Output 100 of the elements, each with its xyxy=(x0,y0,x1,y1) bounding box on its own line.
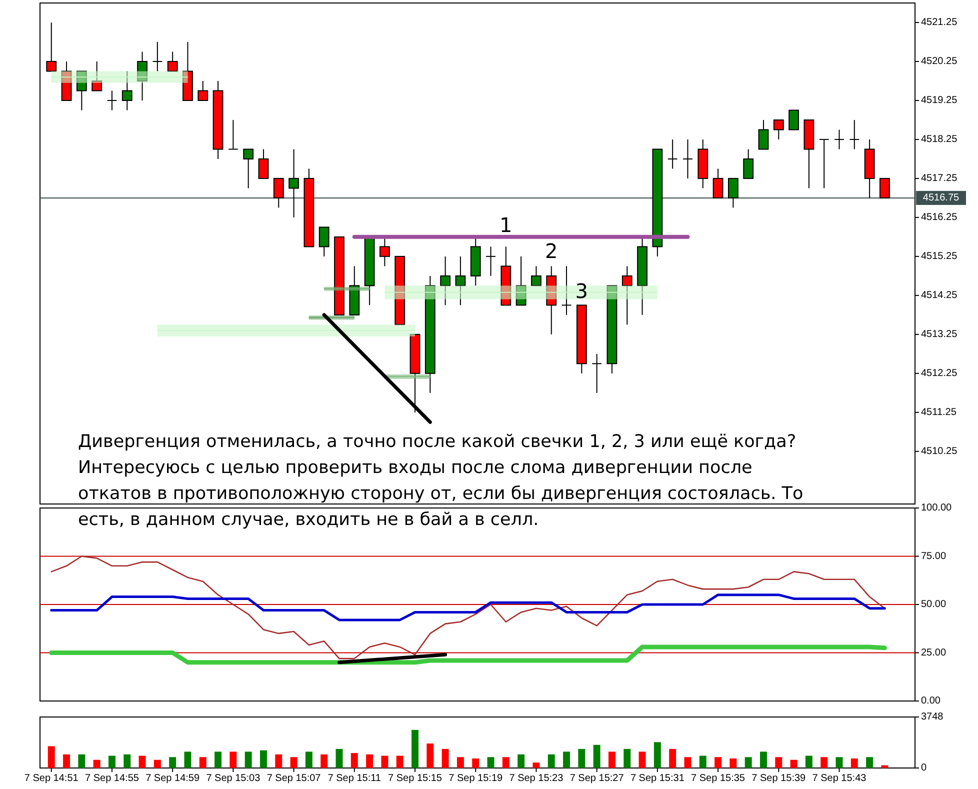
bar xyxy=(472,758,480,768)
line-series xyxy=(50,594,886,622)
candlestick xyxy=(228,119,238,150)
candlestick xyxy=(834,129,844,150)
y-tick-label: 0.00 xyxy=(921,696,941,706)
candlestick xyxy=(486,246,496,276)
candlestick xyxy=(728,178,738,208)
annotation: 3 xyxy=(575,279,588,303)
candlestick xyxy=(258,148,269,179)
bar xyxy=(775,757,782,768)
bar xyxy=(624,748,631,768)
y-tick-label: 4512.25 xyxy=(921,368,958,379)
bar xyxy=(426,744,434,768)
x-tick-label: 7 Sep 14:59 xyxy=(146,773,200,784)
bar xyxy=(412,730,418,768)
bar xyxy=(760,752,767,768)
bar xyxy=(169,757,176,768)
bar xyxy=(138,756,146,768)
y-tick-label: 0 xyxy=(921,762,927,774)
x-tick-label: 7 Sep 15:39 xyxy=(752,773,806,784)
x-tick-label: 7 Sep 15:11 xyxy=(328,773,382,784)
line-series xyxy=(49,644,887,665)
y-tick-label: 4514.25 xyxy=(921,290,958,301)
x-tick-label: 7 Sep 15:07 xyxy=(266,773,322,784)
candlestick xyxy=(455,256,466,306)
y-tick-label: 50.00 xyxy=(921,599,946,610)
candlestick xyxy=(682,138,693,179)
bar xyxy=(730,758,737,768)
bar xyxy=(850,758,858,768)
bar xyxy=(214,752,222,768)
bar xyxy=(442,748,449,768)
bar xyxy=(518,754,525,768)
candlestick xyxy=(92,60,102,92)
bar xyxy=(366,754,374,768)
bar xyxy=(456,757,464,768)
x-tick-label: 7 Sep 15:15 xyxy=(388,773,442,784)
candlestick xyxy=(46,22,57,72)
bar xyxy=(78,754,86,768)
y-tick-label: 4521.25 xyxy=(921,16,958,28)
y-tick-label: 4511.25 xyxy=(921,406,957,418)
bar xyxy=(836,757,843,768)
candlestick xyxy=(440,256,450,306)
bar xyxy=(563,752,570,768)
bar xyxy=(638,752,646,768)
bar xyxy=(260,750,267,768)
candlestick xyxy=(380,236,390,267)
bar xyxy=(608,752,616,768)
candlestick xyxy=(743,148,754,179)
bar xyxy=(820,757,828,768)
y-tick-label: 75.00 xyxy=(921,550,946,562)
bar xyxy=(881,765,888,768)
bar xyxy=(108,756,116,768)
candlestick xyxy=(667,138,678,170)
candlestick xyxy=(531,266,542,286)
bar xyxy=(396,756,404,768)
bar xyxy=(654,742,661,768)
candlestick xyxy=(788,110,799,130)
x-tick-label: 7 Sep 15:19 xyxy=(448,773,504,784)
bar xyxy=(199,757,206,768)
annotation: 2 xyxy=(544,239,558,263)
candlestick xyxy=(818,138,830,189)
bar xyxy=(124,754,131,768)
candlestick xyxy=(137,51,148,101)
y-tick-label: 4519.25 xyxy=(921,94,958,106)
x-tick-label: 7 Sep 15:03 xyxy=(206,773,261,784)
bar xyxy=(275,754,282,768)
bar xyxy=(866,757,874,768)
bar xyxy=(48,746,55,768)
candlestick xyxy=(198,80,208,101)
candlestick xyxy=(516,256,526,306)
y-tick-label: 4516.25 xyxy=(921,212,958,223)
bar xyxy=(381,756,388,768)
candlestick xyxy=(122,70,132,111)
candlestick xyxy=(849,119,860,150)
y-tick-label: 3748 xyxy=(921,712,944,722)
bar xyxy=(593,744,600,768)
y-tick-label: 4513.25 xyxy=(921,328,958,340)
y-tick-label: 25.00 xyxy=(921,647,946,658)
candlestick xyxy=(243,148,254,189)
candlestick xyxy=(712,168,724,198)
x-tick-label: 7 Sep 15:27 xyxy=(570,773,624,784)
y-tick-label: 4515.25 xyxy=(921,250,958,262)
annotation: 1 xyxy=(500,213,512,237)
x-tick-label: 7 Sep 14:51 xyxy=(24,773,79,784)
bar xyxy=(290,757,298,768)
bar xyxy=(548,754,555,768)
x-tick-label: 7 Sep 15:35 xyxy=(691,773,746,784)
bar xyxy=(336,748,343,768)
bar xyxy=(93,760,100,768)
x-tick-label: 7 Sep 15:43 xyxy=(812,773,867,784)
y-tick-label: 100.00 xyxy=(921,502,952,514)
bar xyxy=(699,756,706,768)
bar xyxy=(184,752,192,768)
candlestick xyxy=(106,90,118,111)
x-tick-label: 7 Sep 15:23 xyxy=(509,773,564,784)
candlestick xyxy=(561,266,572,316)
annotation: Дивергенция отменилась, а точно после какой свечки 1, 2, 3 или ещё когда? Интересуюсь с целью проверить входы после слома дивергенции после откатов в противоположную сторону от, если бы дивергенция состоялась. То есть, в данном случае, входить не в бай а в селл. xyxy=(78,432,804,530)
bar xyxy=(790,760,798,768)
bar xyxy=(305,752,312,768)
bar xyxy=(320,754,328,768)
